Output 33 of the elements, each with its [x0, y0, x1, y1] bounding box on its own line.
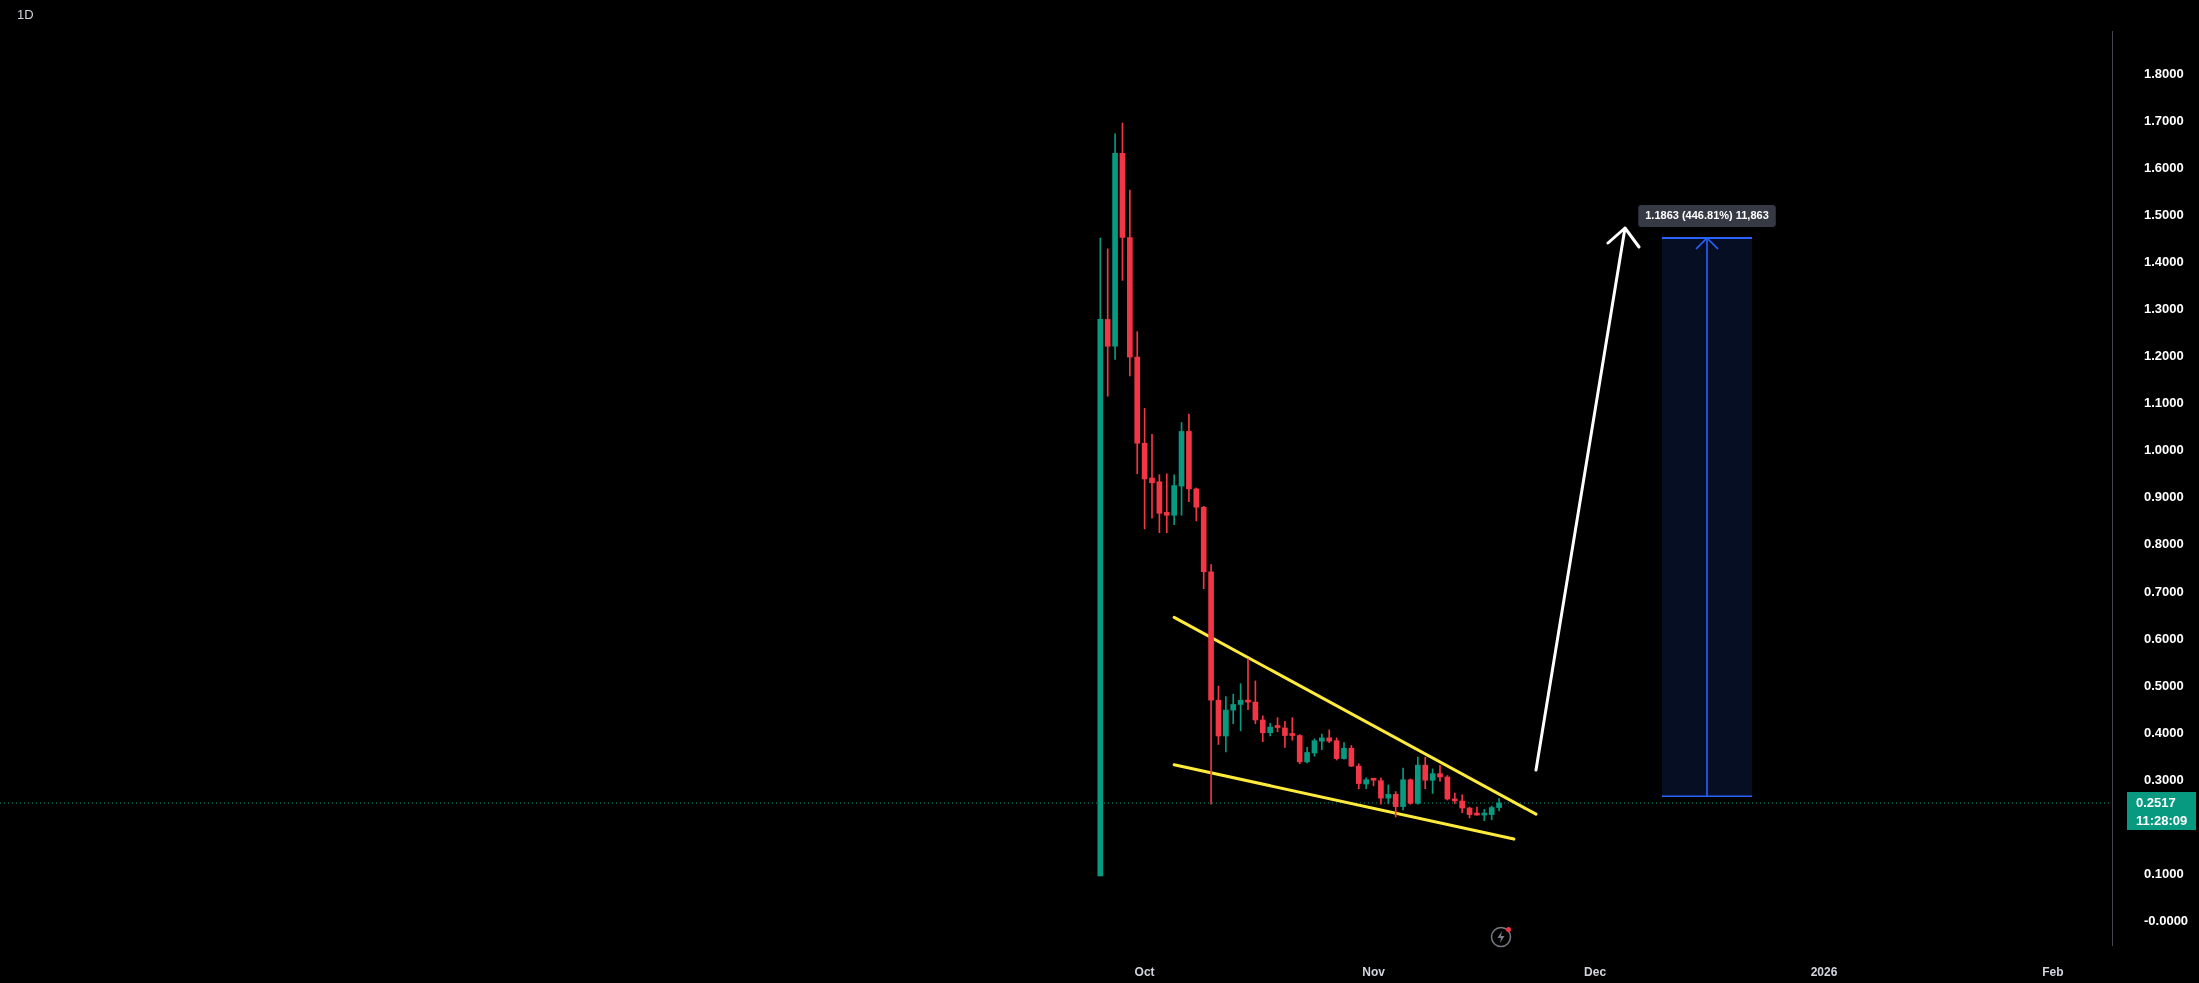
- candlestick: [1149, 433, 1155, 519]
- y-tick-label: 0.5000: [2144, 677, 2184, 693]
- candlestick: [1385, 784, 1392, 805]
- text: 11:28:09: [2136, 812, 2188, 828]
- y-tick-label: 1.3000: [2144, 301, 2184, 317]
- y-tick-label: -0.0000: [2144, 913, 2189, 929]
- x-tick-label: Oct: [1134, 964, 1155, 979]
- x-tick-label: Feb: [2042, 964, 2064, 979]
- band-label: 1.1863 (446.81%) 11,863: [1645, 209, 1769, 222]
- x-tick-label: 2026: [1810, 964, 1838, 979]
- ref-line-label: 0.2517: [2136, 794, 2176, 810]
- y-tick-label: 0.8000: [2144, 536, 2184, 552]
- y-tick-label: 0.6000: [2144, 630, 2184, 646]
- candlestick: [1437, 765, 1443, 782]
- y-tick-label: 1.4000: [2144, 254, 2184, 270]
- y-tick-label: 0.4000: [2144, 724, 2184, 740]
- y-tick-label: 1.1000: [2144, 395, 2184, 411]
- x-tick-label: Nov: [1362, 964, 1386, 979]
- y-tick-label: 1.5000: [2144, 206, 2184, 222]
- y-tick-label: 1.8000: [2144, 65, 2184, 81]
- y-tick-label: 1.6000: [2144, 159, 2184, 175]
- y-tick-label: 0.9000: [2144, 489, 2184, 505]
- candlestick: [1230, 693, 1237, 725]
- y-tick-label: 1.2000: [2144, 348, 2184, 364]
- y-tick-label: 1.0000: [2144, 442, 2184, 458]
- y-tick-label: 0.1000: [2144, 865, 2184, 881]
- candlestick: [1104, 248, 1111, 397]
- chart-title: 1D: [17, 7, 34, 22]
- y-tick-label: 0.7000: [2144, 583, 2184, 599]
- x-tick-label: Dec: [1584, 964, 1607, 979]
- y-tick-label: 1.7000: [2144, 112, 2184, 128]
- y-tick-label: 0.3000: [2144, 771, 2184, 787]
- candlestick: [1163, 473, 1170, 533]
